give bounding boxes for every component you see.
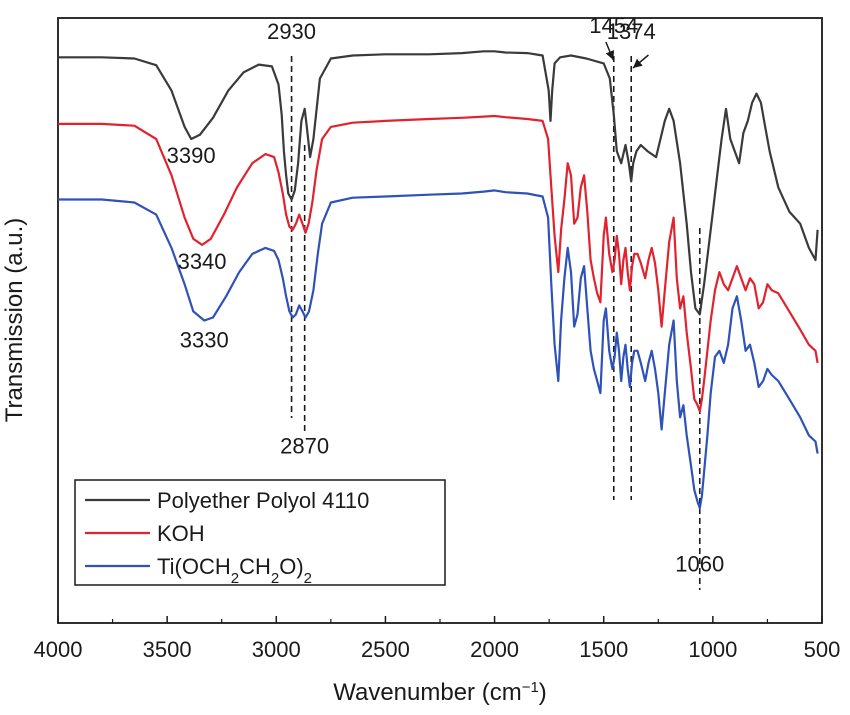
legend-ti-part-1: 2 xyxy=(231,570,239,587)
annotation-1060: 1060 xyxy=(675,552,724,577)
annotation-1454: 1454 xyxy=(589,13,638,38)
x-tick-label-3500: 3500 xyxy=(143,637,192,662)
x-tick-label-1500: 1500 xyxy=(579,637,628,662)
arrow-1374 xyxy=(632,54,649,69)
legend-label-ti: Ti(OCH2CH2O)2 xyxy=(157,554,312,587)
series-layer xyxy=(58,50,819,510)
annotation-1374: 1374 xyxy=(607,19,656,44)
legend-ti-part-3: 2 xyxy=(271,570,279,587)
legend-ti-part-2: CH xyxy=(239,554,271,579)
annotation-3340: 3340 xyxy=(178,249,227,274)
x-tick-label-3000: 3000 xyxy=(252,637,301,662)
legend: Polyether Polyol 4110 KOH Ti(OCH2CH2O)2 xyxy=(74,479,446,587)
annotation-arrows xyxy=(605,41,649,69)
legend-label-polyol: Polyether Polyol 4110 xyxy=(157,488,369,513)
x-axis-title-end: ) xyxy=(539,679,547,706)
annotation-3390: 3390 xyxy=(167,143,216,168)
series-polyol-4110 xyxy=(58,50,819,316)
legend-ti-part-5: 2 xyxy=(304,570,312,587)
series-ti xyxy=(58,189,819,510)
x-tick-label-1000: 1000 xyxy=(688,637,737,662)
x-tick-label-500: 500 xyxy=(804,637,841,662)
annotation-2930: 2930 xyxy=(267,19,316,44)
x-tick-label-2000: 2000 xyxy=(470,637,519,662)
x-tick-label-2500: 2500 xyxy=(361,637,410,662)
legend-ti-part-4: O) xyxy=(279,554,303,579)
series-koh xyxy=(58,114,819,413)
x-axis-title: Wavenumber (cm−1) xyxy=(333,679,547,707)
annotation-2870: 2870 xyxy=(280,434,329,459)
arrow-1454 xyxy=(605,41,615,61)
legend-ti-part-0: Ti(OCH xyxy=(157,554,231,579)
y-axis-title: Transmission (a.u.) xyxy=(1,218,28,423)
x-tick-label-4000: 4000 xyxy=(34,637,83,662)
x-axis-title-sup: −1 xyxy=(522,679,539,696)
x-axis-ticks: 4000 3500 3000 2500 2000 1500 1000 500 xyxy=(34,616,841,662)
x-axis-title-main: Wavenumber (cm xyxy=(333,679,521,706)
annotation-3330: 3330 xyxy=(180,328,229,353)
legend-label-koh: KOH xyxy=(157,521,205,546)
